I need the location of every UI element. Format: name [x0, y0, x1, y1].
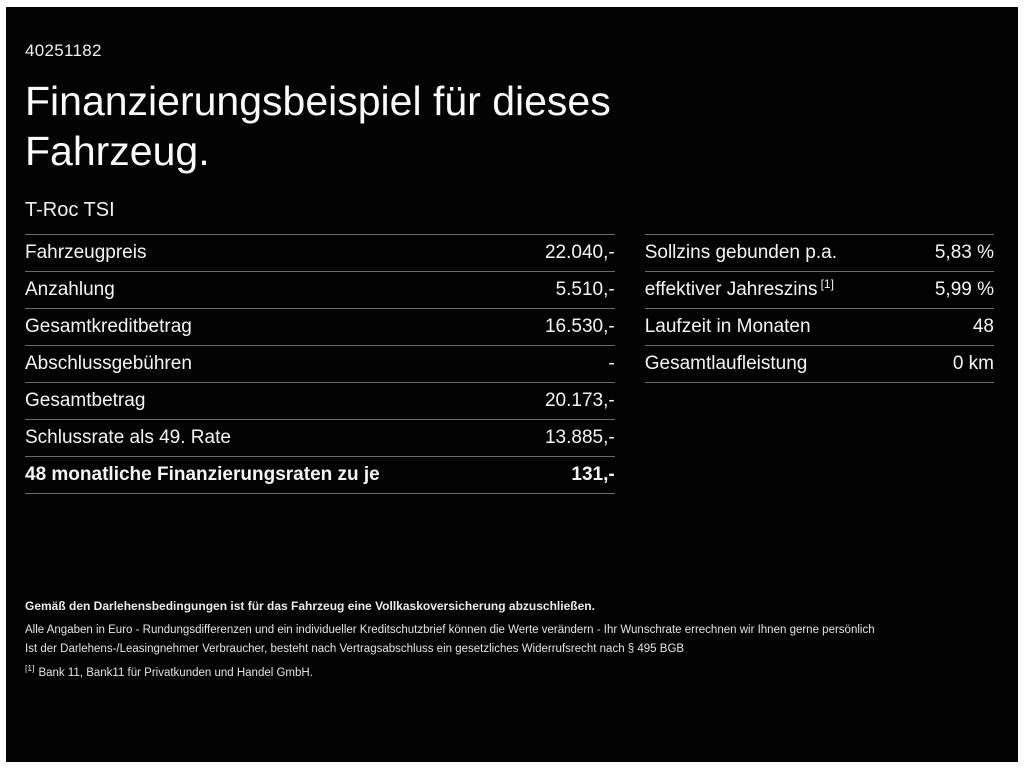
table-row: Laufzeit in Monaten 48 [644, 309, 994, 346]
footnote-marker: [1] [25, 663, 35, 674]
document-number: 40251182 [25, 41, 102, 60]
financing-example-page: 40251182 Finanzierungsbeispiel für diese… [6, 7, 1018, 762]
table-row: Fahrzeugpreis 22.040,- [25, 235, 615, 272]
bank-footnote: [1] Bank 11, Bank11 für Privatkunden und … [25, 664, 988, 679]
footnote-reference: [1] [820, 276, 834, 291]
row-value: 5,99 % [934, 279, 994, 300]
row-label: Schlussrate als 49. Rate [25, 427, 231, 448]
row-label: Abschlussgebühren [25, 353, 192, 374]
table-row: Gesamtbetrag 20.173,- [25, 383, 615, 420]
insurance-note: Gemäß den Darlehensbedingungen ist für d… [25, 599, 595, 613]
row-label: Anzahlung [25, 279, 115, 300]
table-row: Anzahlung 5.510,- [25, 272, 615, 309]
row-label: Gesamtkreditbetrag [25, 316, 192, 337]
table-row: Schlussrate als 49. Rate 13.885,- [25, 420, 615, 457]
row-label: Gesamtlaufleistung [644, 353, 808, 374]
row-label: 48 monatliche Finanzierungsraten zu je [25, 464, 380, 485]
row-label: Gesamtbetrag [25, 390, 146, 411]
table-row-monthly-rate: 48 monatliche Finanzierungsraten zu je 1… [25, 457, 615, 494]
page-title-line1: Finanzierungsbeispiel für dieses [25, 78, 611, 124]
table-row: effektiver Jahreszins [1] 5,99 % [644, 272, 994, 309]
vehicle-model: T-Roc TSI [25, 199, 115, 221]
table-row: Sollzins gebunden p.a. 5,83 % [644, 235, 994, 272]
page-title: Finanzierungsbeispiel für dieses Fahrzeu… [25, 76, 994, 176]
row-value: 13.885,- [544, 427, 615, 448]
disclaimer-line: Alle Angaben in Euro - Rundungsdifferenz… [25, 624, 875, 636]
footnote-text: Bank 11, Bank11 für Privatkunden und Han… [38, 667, 313, 679]
row-label: Sollzins gebunden p.a. [644, 242, 837, 263]
table-row: Gesamtlaufleistung 0 km [644, 346, 994, 383]
page-title-line2: Fahrzeug. [25, 128, 210, 174]
row-value: 5.510,- [555, 279, 615, 300]
row-value: 20.173,- [544, 390, 615, 411]
conditions-table: Sollzins gebunden p.a. 5,83 % effektiver… [644, 234, 994, 383]
row-value: 48 [972, 316, 994, 337]
row-value: 131,- [571, 464, 615, 485]
row-value: 5,83 % [934, 242, 994, 263]
legal-footer: Gemäß den Darlehensbedingungen ist für d… [25, 599, 988, 679]
finance-table: Fahrzeugpreis 22.040,- Anzahlung 5.510,-… [25, 234, 615, 494]
tables-container: Fahrzeugpreis 22.040,- Anzahlung 5.510,-… [25, 234, 994, 494]
table-row: Gesamtkreditbetrag 16.530,- [25, 309, 615, 346]
row-value: 22.040,- [544, 242, 615, 263]
row-value: 0 km [952, 353, 994, 374]
row-label: Fahrzeugpreis [25, 242, 147, 263]
table-row: Abschlussgebühren - [25, 346, 615, 383]
row-value: - [608, 353, 615, 374]
row-label: Laufzeit in Monaten [644, 316, 811, 337]
row-value: 16.530,- [544, 316, 615, 337]
disclaimer-line: Ist der Darlehens-/Leasingnehmer Verbrau… [25, 643, 685, 655]
row-label: effektiver Jahreszins [1] [644, 276, 834, 300]
